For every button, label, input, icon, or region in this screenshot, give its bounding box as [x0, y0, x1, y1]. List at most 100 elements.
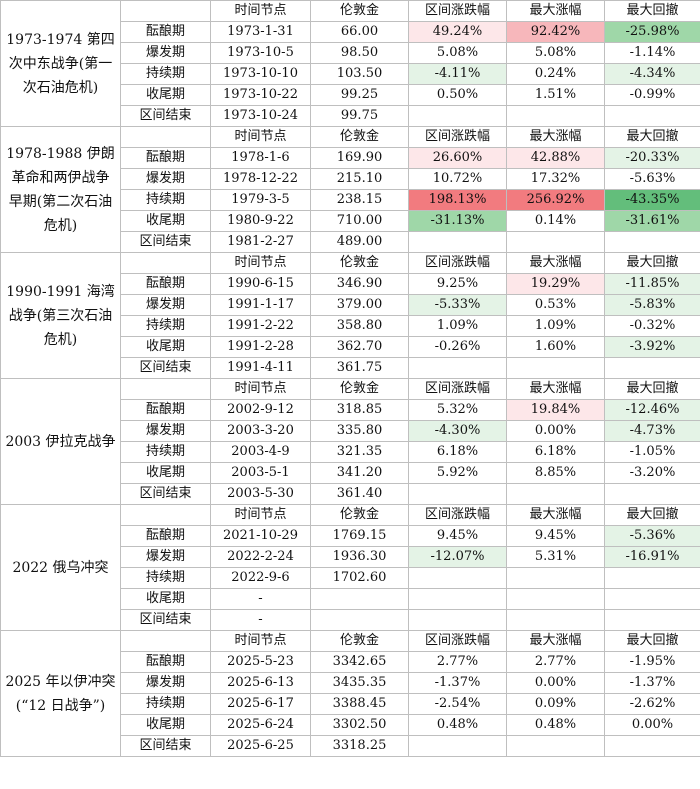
max-gain-cell: 0.00%	[506, 420, 605, 442]
max-drawdown-cell: -11.85%	[604, 273, 700, 295]
max-gain-cell: 6.18%	[506, 441, 605, 463]
gold-price-cell: 362.70	[310, 336, 409, 358]
column-header: 区间涨跌幅	[408, 630, 507, 652]
max-gain-cell	[506, 609, 605, 631]
max-drawdown-cell: -3.92%	[604, 336, 700, 358]
date-cell: 2002-9-12	[210, 399, 311, 421]
table-row: 区间结束 1991-4-11 361.75	[1, 357, 700, 379]
phase-header-cell	[120, 378, 211, 400]
range-change-cell: 198.13%	[408, 189, 507, 211]
table-row: 持续期 1979-3-5 238.15 198.13% 256.92% -43.35%	[1, 189, 700, 211]
gold-price-cell: 98.50	[310, 42, 409, 64]
phase-cell: 爆发期	[120, 420, 211, 442]
gold-price-cell: 379.00	[310, 294, 409, 316]
phase-cell: 收尾期	[120, 210, 211, 232]
phase-cell: 爆发期	[120, 42, 211, 64]
table-row: 收尾期 2025-6-24 3302.50 0.48% 0.48% 0.00%	[1, 714, 700, 736]
event-name-cell: 1973-1974 第四次中东战争(第一次石油危机)	[0, 0, 121, 127]
table-row: 酝酿期 2002-9-12 318.85 5.32% 19.84% -12.46%	[1, 399, 700, 421]
column-header: 最大涨幅	[506, 504, 605, 526]
phase-cell: 爆发期	[120, 168, 211, 190]
table-row: 收尾期 1973-10-22 99.25 0.50% 1.51% -0.99%	[1, 84, 700, 106]
max-gain-cell	[506, 357, 605, 379]
range-change-cell	[408, 357, 507, 379]
range-change-cell	[408, 609, 507, 631]
max-drawdown-cell: -3.20%	[604, 462, 700, 484]
column-header: 时间节点	[210, 378, 311, 400]
table-row: 爆发期 1973-10-5 98.50 5.08% 5.08% -1.14%	[1, 42, 700, 64]
gold-price-cell: 358.80	[310, 315, 409, 337]
gold-price-cell: 341.20	[310, 462, 409, 484]
table-row: 区间结束 1981-2-27 489.00	[1, 231, 700, 253]
max-gain-cell: 0.53%	[506, 294, 605, 316]
date-cell: 2025-6-25	[210, 735, 311, 757]
table-row: 酝酿期 1990-6-15 346.90 9.25% 19.29% -11.85%	[1, 273, 700, 295]
column-header: 最大回撤	[604, 378, 700, 400]
column-header: 最大涨幅	[506, 252, 605, 274]
max-gain-cell: 5.31%	[506, 546, 605, 568]
phase-cell: 酝酿期	[120, 651, 211, 673]
column-header: 区间涨跌幅	[408, 504, 507, 526]
phase-cell: 持续期	[120, 567, 211, 589]
max-gain-cell: 0.09%	[506, 693, 605, 715]
column-header: 伦敦金	[310, 378, 409, 400]
max-gain-cell: 9.45%	[506, 525, 605, 547]
phase-header-cell	[120, 630, 211, 652]
date-cell: -	[210, 588, 311, 610]
column-header: 时间节点	[210, 630, 311, 652]
header-row: 2025 年以伊冲突(“12 日战争”) 时间节点 伦敦金 区间涨跌幅 最大涨幅 最大回撤	[0, 630, 700, 757]
gold-price-cell: 66.00	[310, 21, 409, 43]
date-cell: 1978-12-22	[210, 168, 311, 190]
range-change-cell	[408, 567, 507, 589]
phase-cell: 爆发期	[120, 294, 211, 316]
phase-cell: 收尾期	[120, 336, 211, 358]
column-header: 伦敦金	[310, 0, 409, 22]
table-row: 收尾期 2003-5-1 341.20 5.92% 8.85% -3.20%	[1, 462, 700, 484]
date-cell: 2025-5-23	[210, 651, 311, 673]
phase-cell: 爆发期	[120, 546, 211, 568]
header-row: 2003 伊拉克战争 时间节点 伦敦金 区间涨跌幅 最大涨幅 最大回撤	[0, 378, 700, 505]
range-change-cell: 9.45%	[408, 525, 507, 547]
table-body: 1973-1974 第四次中东战争(第一次石油危机) 时间节点 伦敦金 区间涨跌幅 最大…	[0, 0, 700, 757]
gold-price-cell: 3342.65	[310, 651, 409, 673]
column-header: 最大涨幅	[506, 126, 605, 148]
gold-price-cell: 318.85	[310, 399, 409, 421]
table-row: 酝酿期 1978-1-6 169.90 26.60% 42.88% -20.33%	[1, 147, 700, 169]
phase-header-cell	[120, 504, 211, 526]
max-drawdown-cell: -43.35%	[604, 189, 700, 211]
max-gain-cell: 256.92%	[506, 189, 605, 211]
max-drawdown-cell: -2.62%	[604, 693, 700, 715]
table-row: 区间结束 2025-6-25 3318.25	[1, 735, 700, 757]
gold-price-cell: 99.25	[310, 84, 409, 106]
range-change-cell: -12.07%	[408, 546, 507, 568]
date-cell: 1973-10-10	[210, 63, 311, 85]
gold-price-cell: 489.00	[310, 231, 409, 253]
gold-price-cell: 215.10	[310, 168, 409, 190]
phase-cell: 区间结束	[120, 483, 211, 505]
max-drawdown-cell: -5.63%	[604, 168, 700, 190]
phase-cell: 酝酿期	[120, 525, 211, 547]
gold-price-cell: 3318.25	[310, 735, 409, 757]
gold-price-cell: 321.35	[310, 441, 409, 463]
max-gain-cell: 19.84%	[506, 399, 605, 421]
max-drawdown-cell: -1.05%	[604, 441, 700, 463]
range-change-cell: 26.60%	[408, 147, 507, 169]
max-drawdown-cell: 0.00%	[604, 714, 700, 736]
date-cell: 2022-2-24	[210, 546, 311, 568]
max-drawdown-cell: -1.14%	[604, 42, 700, 64]
phase-cell: 持续期	[120, 63, 211, 85]
max-gain-cell: 0.14%	[506, 210, 605, 232]
gold-price-cell: 361.40	[310, 483, 409, 505]
column-header: 时间节点	[210, 126, 311, 148]
phase-cell: 收尾期	[120, 462, 211, 484]
max-gain-cell: 0.00%	[506, 672, 605, 694]
phase-cell: 酝酿期	[120, 273, 211, 295]
date-cell: 1973-10-5	[210, 42, 311, 64]
range-change-cell	[408, 105, 507, 127]
table-row: 收尾期 1991-2-28 362.70 -0.26% 1.60% -3.92%	[1, 336, 700, 358]
column-header: 最大涨幅	[506, 378, 605, 400]
table-row: 区间结束 1973-10-24 99.75	[1, 105, 700, 127]
max-gain-cell	[506, 105, 605, 127]
phase-cell: 持续期	[120, 189, 211, 211]
event-name-cell: 1978-1988 伊朗革命和两伊战争早期(第二次石油危机)	[0, 126, 121, 253]
